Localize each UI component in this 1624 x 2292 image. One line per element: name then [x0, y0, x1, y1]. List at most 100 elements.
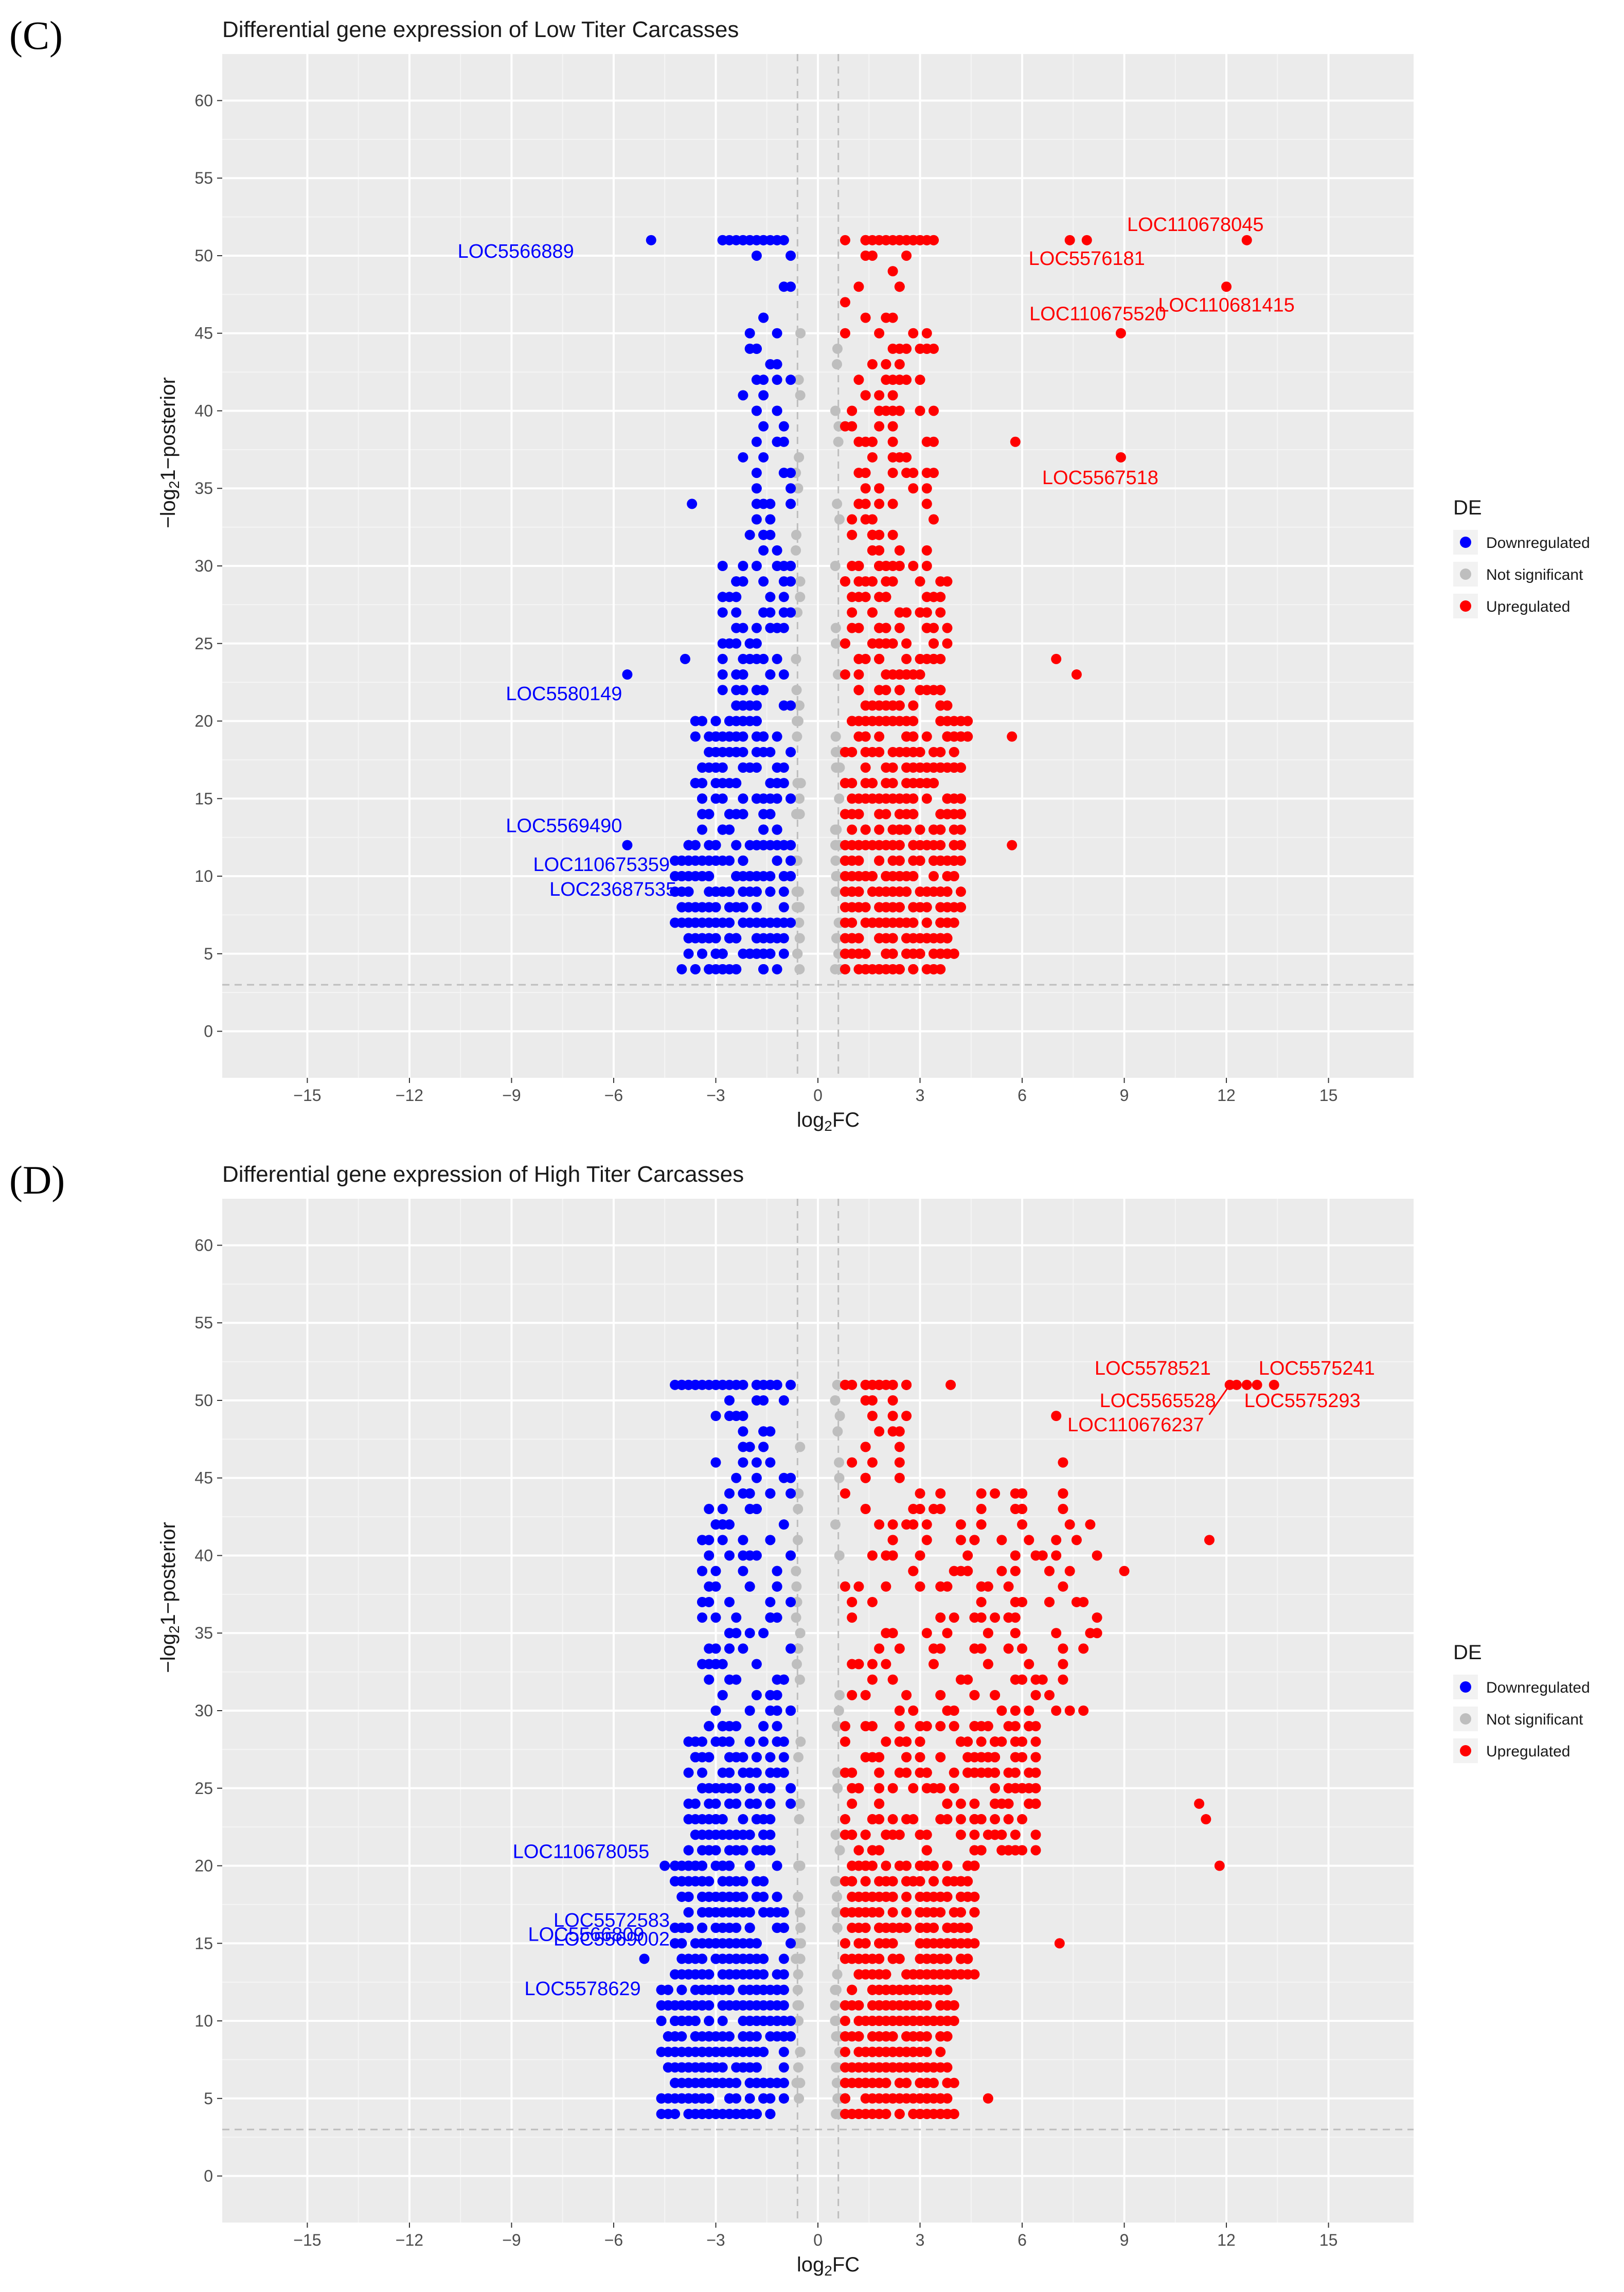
data-point-upregulated	[881, 1860, 891, 1871]
data-point-upregulated	[928, 2077, 939, 2088]
data-point-downregulated	[724, 747, 735, 757]
data-point-upregulated	[894, 685, 905, 696]
data-point-upregulated	[840, 2062, 850, 2073]
data-point-downregulated	[622, 840, 633, 850]
data-point-upregulated	[867, 235, 878, 245]
data-point-downregulated	[659, 1860, 670, 1871]
data-point-upregulated	[942, 1860, 953, 1871]
data-point-upregulated	[853, 2077, 864, 2088]
data-point-downregulated	[778, 2047, 789, 2057]
data-point-downregulated	[778, 592, 789, 602]
data-point-downregulated	[724, 1488, 735, 1499]
data-point-upregulated	[935, 685, 946, 696]
data-point-not-significant	[832, 669, 843, 680]
data-point-downregulated	[778, 281, 789, 292]
data-point-not-significant	[791, 545, 801, 556]
data-point-upregulated	[874, 405, 885, 416]
data-point-downregulated	[676, 964, 687, 974]
data-point-upregulated	[976, 1519, 987, 1530]
data-point-downregulated	[765, 1488, 776, 1499]
data-point-downregulated	[751, 886, 762, 897]
data-point-upregulated	[969, 1798, 980, 1809]
data-point-downregulated	[778, 1953, 789, 1964]
data-point-upregulated	[949, 1767, 959, 1778]
data-point-downregulated	[738, 561, 748, 571]
data-point-upregulated	[1058, 1504, 1068, 1515]
data-point-upregulated	[921, 483, 932, 494]
data-point-upregulated	[853, 561, 864, 571]
data-point-upregulated	[908, 1519, 919, 1530]
data-point-upregulated	[1201, 1814, 1211, 1825]
data-point-not-significant	[792, 2000, 803, 2011]
data-point-upregulated	[867, 529, 878, 540]
data-point-upregulated	[853, 902, 864, 913]
data-points	[622, 235, 1252, 974]
data-point-not-significant	[795, 592, 806, 602]
data-point-upregulated	[928, 855, 939, 866]
data-point-downregulated	[738, 1876, 748, 1887]
data-point-upregulated	[955, 793, 966, 804]
data-point-not-significant	[795, 1628, 806, 1639]
data-point-upregulated	[1044, 1566, 1055, 1576]
gene-label: LOC5567518	[1042, 467, 1158, 489]
data-point-upregulated	[847, 871, 858, 882]
data-point-upregulated	[915, 607, 925, 618]
data-point-upregulated	[1115, 328, 1126, 339]
data-point-not-significant	[830, 855, 841, 866]
data-point-downregulated	[765, 1798, 776, 1809]
data-point-downregulated	[731, 2047, 742, 2057]
data-point-not-significant	[793, 1643, 804, 1654]
data-point-downregulated	[738, 669, 748, 680]
data-point-upregulated	[840, 576, 850, 587]
data-point-upregulated	[962, 1953, 973, 1964]
data-point-not-significant	[793, 375, 804, 385]
data-point-downregulated	[663, 2047, 673, 2057]
data-point-downregulated	[683, 2047, 694, 2057]
data-point-upregulated	[860, 1442, 871, 1452]
data-point-upregulated	[955, 1829, 966, 1840]
data-point-not-significant	[830, 638, 841, 649]
data-point-downregulated	[683, 948, 694, 959]
data-point-upregulated	[887, 1411, 898, 1422]
data-point-upregulated	[942, 1628, 953, 1639]
data-point-upregulated	[928, 1938, 939, 1949]
data-point-upregulated	[901, 1891, 912, 1902]
data-point-upregulated	[990, 1829, 1001, 1840]
x-tick-label: −3	[706, 1086, 725, 1105]
data-point-not-significant	[793, 1752, 804, 1763]
data-point-upregulated	[1092, 1550, 1102, 1561]
gene-labels: LOC110678055 LOC5572583LOC5569002LOC55668…	[513, 1358, 1375, 2000]
data-point-upregulated	[921, 2062, 932, 2073]
data-point-downregulated	[751, 793, 762, 804]
data-point-upregulated	[894, 809, 905, 820]
data-point-upregulated	[894, 1984, 905, 1995]
data-point-upregulated	[894, 871, 905, 882]
data-point-upregulated	[1058, 1674, 1068, 1685]
data-point-upregulated	[847, 886, 858, 897]
data-point-upregulated	[881, 2108, 891, 2119]
data-point-upregulated	[840, 1488, 850, 1499]
chart-title: Differential gene expression of High Tit…	[222, 1162, 744, 1187]
data-point-upregulated	[874, 499, 885, 509]
data-point-upregulated	[1024, 1767, 1034, 1778]
data-point-not-significant	[795, 1923, 806, 1933]
data-point-upregulated	[976, 1596, 987, 1607]
data-point-upregulated	[887, 1550, 898, 1561]
data-point-upregulated	[921, 1923, 932, 1933]
data-point-downregulated	[738, 1535, 748, 1545]
data-point-upregulated	[840, 902, 850, 913]
data-point-upregulated	[867, 747, 878, 757]
data-point-upregulated	[860, 312, 871, 323]
data-point-not-significant	[832, 871, 843, 882]
data-point-not-significant	[832, 343, 843, 354]
data-point-upregulated	[894, 1457, 905, 1468]
data-point-upregulated	[887, 1395, 898, 1406]
data-point-downregulated	[772, 824, 782, 835]
gene-label: LOC5569490	[506, 815, 622, 837]
data-point-upregulated	[915, 886, 925, 897]
data-point-upregulated	[1051, 1411, 1062, 1422]
data-point-downregulated	[758, 1953, 769, 1964]
data-point-downregulated	[778, 2062, 789, 2073]
data-point-downregulated	[765, 2031, 776, 2042]
data-point-downregulated	[738, 855, 748, 866]
